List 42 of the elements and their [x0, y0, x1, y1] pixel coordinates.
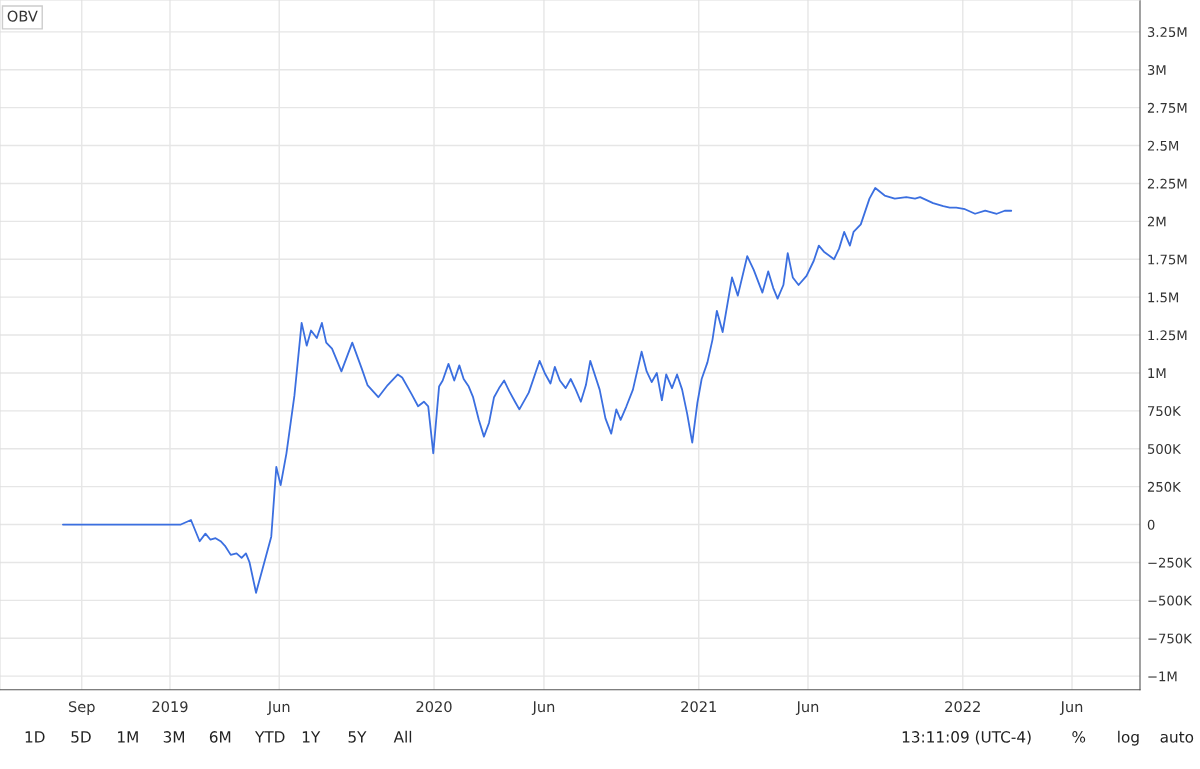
x-tick-label: 2020 — [416, 701, 452, 713]
y-tick-label: 500K — [1147, 443, 1182, 454]
x-tick-label: Sep — [68, 701, 95, 716]
y-tick-label: 0 — [1147, 519, 1155, 530]
x-tick-label: Jun — [795, 701, 819, 715]
y-tick-label: 1.75M — [1148, 254, 1187, 265]
text: auto — [1160, 731, 1194, 743]
text: 5D — [71, 731, 91, 743]
x-tick-label: 2022 — [945, 701, 980, 713]
y-tick-label: 1.5M — [1148, 292, 1179, 303]
y-tick-label: 2.25M — [1147, 178, 1187, 189]
y-tick-label: −1M — [1148, 671, 1177, 682]
y-tick-label: 750K — [1148, 406, 1182, 417]
x-tick-label: 2019 — [152, 701, 188, 713]
y-tick-label: 1M — [1148, 368, 1166, 378]
y-tick-label: −250K — [1148, 557, 1193, 568]
y-tick-label: −750K — [1148, 633, 1193, 644]
text: 5Y — [348, 731, 367, 743]
text: OBV — [7, 10, 38, 22]
y-tick-label: 2M — [1147, 216, 1166, 227]
x-tick-label: 2021 — [681, 701, 716, 713]
x-tick-label: Jun — [531, 701, 555, 715]
y-tick-label: 250K — [1147, 481, 1182, 492]
text: 6M — [209, 731, 231, 743]
text: 1D — [25, 731, 45, 743]
text: All — [393, 730, 412, 743]
x-tick-label: Jun — [267, 701, 290, 715]
text: 13:11:09 (UTC-4) — [902, 730, 1031, 745]
text: log — [1118, 730, 1139, 746]
text: 3M — [163, 731, 185, 743]
y-tick-label: −500K — [1148, 595, 1193, 606]
text: YTD — [254, 731, 285, 743]
y-tick-label: 3M — [1147, 64, 1166, 75]
text: 1M — [118, 731, 138, 743]
text: 1Y — [302, 731, 321, 743]
x-tick-label: Jun — [1059, 701, 1083, 715]
y-tick-label: 2.5M — [1147, 140, 1179, 151]
text: % — [1072, 731, 1086, 743]
y-tick-label: 1.25M — [1148, 330, 1187, 341]
y-tick-label: 3.25M — [1147, 27, 1187, 38]
line-series — [62, 187, 1013, 594]
y-tick-label: 2.75M — [1147, 102, 1187, 113]
